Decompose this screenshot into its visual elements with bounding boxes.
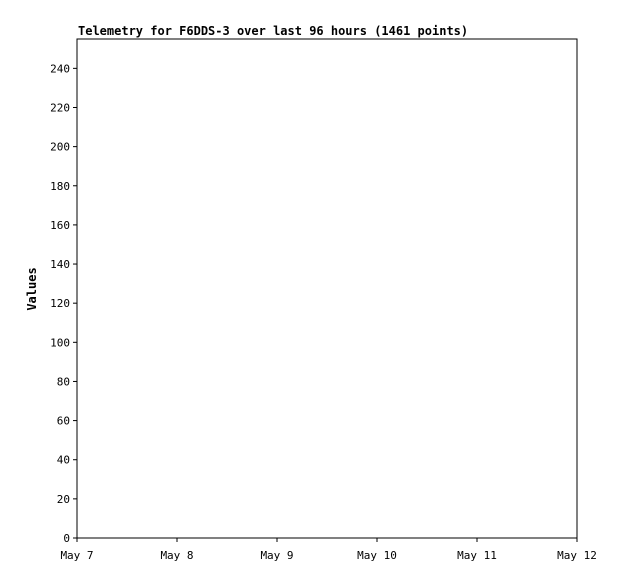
x-tick-label: May 11 bbox=[457, 549, 497, 562]
y-tick-label: 240 bbox=[50, 62, 70, 75]
y-tick-label: 100 bbox=[50, 336, 70, 349]
plot-frame bbox=[76, 38, 578, 539]
x-tick-label: May 8 bbox=[160, 549, 193, 562]
y-tick-label: 80 bbox=[57, 375, 70, 388]
y-tick-label: 200 bbox=[50, 141, 70, 154]
y-tick-label: 60 bbox=[57, 415, 70, 428]
y-tick-label: 0 bbox=[63, 532, 70, 545]
x-tick-label: May 9 bbox=[260, 549, 293, 562]
y-tick-label: 180 bbox=[50, 180, 70, 193]
x-tick-label: May 12 bbox=[557, 549, 597, 562]
axes: 0 20 40 60 80 100 120 140 160 180 200 220 240 May 7 Ma… bbox=[50, 38, 597, 562]
y-tick-label: 220 bbox=[50, 101, 70, 114]
chart-title: Telemetry for F6DDS-3 over last 96 hours… bbox=[78, 24, 468, 38]
x-tick-label: May 7 bbox=[60, 549, 93, 562]
y-axis-label: Values bbox=[25, 267, 39, 310]
y-tick-label: 160 bbox=[50, 219, 70, 232]
y-tick-label: 40 bbox=[57, 454, 70, 467]
y-tick-label: 120 bbox=[50, 297, 70, 310]
x-tick-label: May 10 bbox=[357, 549, 397, 562]
y-tick-label: 20 bbox=[57, 493, 70, 506]
y-tick-label: 140 bbox=[50, 258, 70, 271]
